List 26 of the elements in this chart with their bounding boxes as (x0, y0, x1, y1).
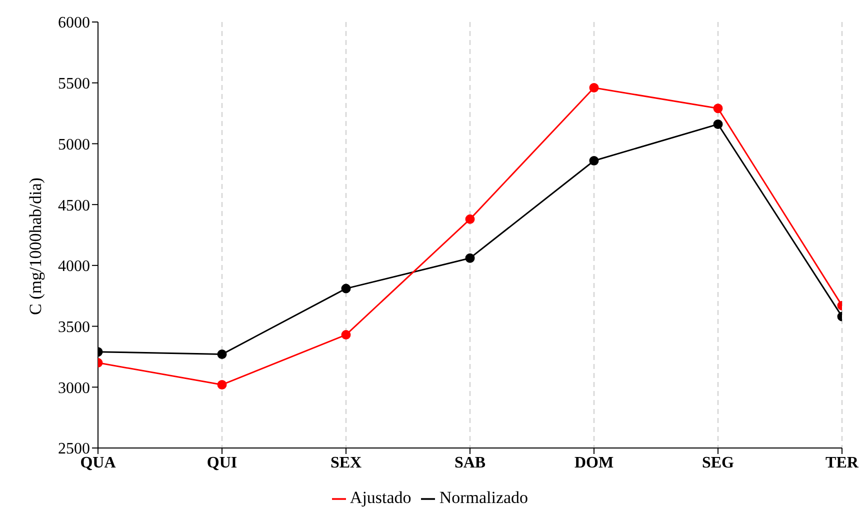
point (589, 82, 599, 92)
y-tick-label: 3500 (58, 318, 90, 336)
x-tick-label: SEX (330, 454, 362, 472)
x-tick-label: DOM (574, 454, 614, 472)
point (217, 350, 227, 360)
point (713, 119, 723, 129)
x-tick-label: SAB (454, 454, 486, 472)
y-tick-label: 4500 (58, 197, 90, 214)
point (341, 284, 351, 294)
y-axis-title: C (mg/1000hab/dia) (26, 178, 46, 315)
x-tick-label: SEG (702, 454, 735, 472)
point (465, 253, 475, 263)
point (713, 104, 723, 114)
y-tick-label: 5500 (58, 76, 90, 93)
point (217, 380, 227, 390)
y-tick-label: 3000 (58, 380, 90, 397)
point (465, 214, 475, 224)
point (589, 156, 599, 166)
point (341, 330, 351, 340)
x-tick-label: TER (826, 454, 859, 472)
y-tick-label: 6000 (58, 14, 90, 32)
x-tick-label: QUI (206, 454, 238, 472)
y-tick-label: 4000 (58, 258, 90, 276)
legend-label: Normalizado (439, 488, 528, 507)
y-tick-label: 5000 (58, 136, 90, 154)
legend-label: Ajustado (350, 488, 412, 507)
